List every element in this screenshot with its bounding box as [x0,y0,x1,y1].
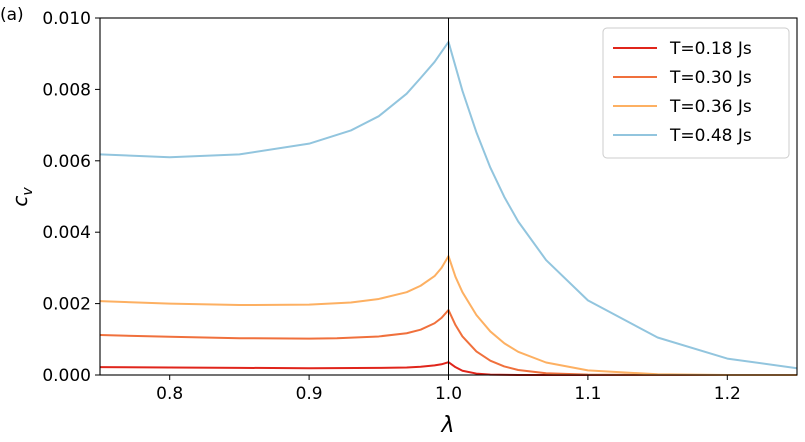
y-tick-label: 0.010 [42,9,91,29]
series-line-2 [99,309,797,376]
y-axis-label-subscript: v [20,187,36,196]
x-axis: 0.8 0.9 1.0 1.1 1.2 [156,375,741,404]
x-tick-label: 0.9 [296,384,323,404]
y-tick-label: 0.004 [42,223,91,243]
y-axis-label: cv [8,187,36,207]
legend-box [602,27,790,159]
legend-label-1: T=0.18 Js [669,39,752,59]
x-tick-label: 1.2 [714,384,741,404]
y-axis-label-main: c [8,196,32,207]
y-tick-label: 0.008 [42,80,91,100]
y-tick-label: 0.006 [42,152,91,172]
legend-label-3: T=0.36 Js [669,97,752,117]
legend: T=0.18 Js T=0.30 Js T=0.36 Js T=0.48 Js [602,27,790,159]
legend-label-4: T=0.48 Js [669,126,752,146]
series-line-4 [99,40,798,370]
x-tick-label: 1.0 [435,384,462,404]
panel-label: (a) [0,5,24,25]
y-tick-label: 0.000 [42,366,91,386]
y-tick-label: 0.002 [42,295,91,315]
x-tick-label: 1.1 [574,384,601,404]
y-axis: 0.000 0.002 0.004 0.006 0.008 0.010 [42,9,100,386]
x-axis-label: λ [440,413,454,438]
series-line-3 [99,255,797,376]
legend-label-2: T=0.30 Js [669,68,752,88]
x-tick-label: 0.8 [156,384,183,404]
